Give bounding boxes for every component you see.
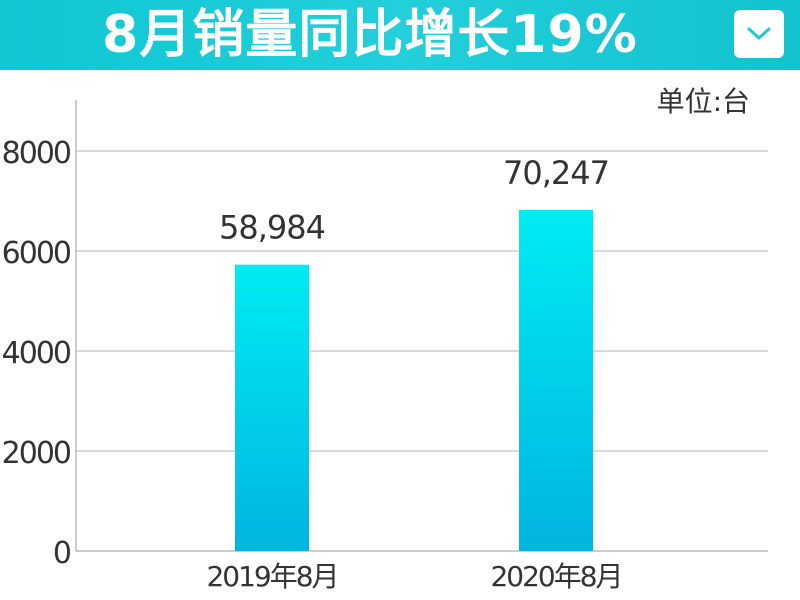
bar: [519, 210, 593, 551]
bar-value-label: 70,247: [503, 154, 609, 192]
bar-value-label: 58,984: [219, 209, 325, 247]
bar: [235, 264, 309, 551]
unit-label: 单位:台: [656, 85, 750, 118]
header-banner: 8月销量同比增长19%: [0, 0, 800, 70]
y-tick-label: 2000: [2, 436, 71, 471]
x-tick-label: 2019年8月: [206, 560, 337, 593]
dropdown-button[interactable]: [734, 10, 784, 58]
y-tick-label: 4000: [2, 336, 71, 371]
y-tick-label: 8000: [2, 136, 71, 171]
y-tick-label: 0: [53, 536, 71, 571]
x-tick-label: 2020年8月: [490, 560, 621, 593]
chevron-down-icon: [747, 27, 771, 40]
page-title: 8月销量同比增长19%: [102, 5, 638, 65]
y-tick-label: 6000: [2, 236, 71, 271]
